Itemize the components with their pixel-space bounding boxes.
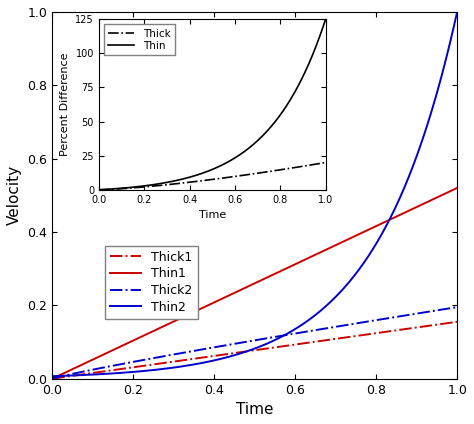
Thick1 xyxy=(365,332,371,337)
Thin1 xyxy=(228,292,234,297)
Thin1 xyxy=(49,376,55,381)
Thick2 xyxy=(365,319,371,324)
Thin2 xyxy=(328,299,333,304)
Thin1 xyxy=(365,227,371,232)
Thick2 xyxy=(373,318,378,323)
Thin1 xyxy=(373,224,378,229)
Thick1 xyxy=(328,337,333,342)
Line: Thin2: Thin2 xyxy=(52,12,457,376)
Thin2 xyxy=(373,243,378,248)
Thick2 xyxy=(454,304,460,310)
Thick1 xyxy=(49,376,55,381)
Thick2 xyxy=(213,344,219,349)
Thin2 xyxy=(228,354,234,359)
Legend: Thick1, Thin1, Thick2, Thin2: Thick1, Thin1, Thick2, Thin2 xyxy=(105,245,198,319)
Thick1 xyxy=(373,331,378,336)
Thin2 xyxy=(91,372,97,377)
Thick1 xyxy=(91,370,97,375)
Thick1 xyxy=(454,319,460,324)
Thick2 xyxy=(49,376,55,381)
Thin1 xyxy=(454,185,460,190)
Thin1 xyxy=(91,357,97,362)
Thick2 xyxy=(228,342,234,347)
Thin2 xyxy=(49,374,55,379)
Line: Thick1: Thick1 xyxy=(52,322,457,379)
Thick2 xyxy=(91,367,97,372)
Thin1 xyxy=(213,299,219,304)
Thin2 xyxy=(213,357,219,363)
Thick1 xyxy=(213,353,219,358)
Thick2 xyxy=(328,325,333,330)
Line: Thick2: Thick2 xyxy=(52,307,457,379)
Thin2 xyxy=(454,9,460,14)
Thick1 xyxy=(228,351,234,356)
X-axis label: Time: Time xyxy=(236,402,273,417)
Y-axis label: Velocity: Velocity xyxy=(7,165,22,225)
Thin1 xyxy=(328,245,333,250)
Thin2 xyxy=(365,254,371,259)
Line: Thin1: Thin1 xyxy=(52,188,457,379)
